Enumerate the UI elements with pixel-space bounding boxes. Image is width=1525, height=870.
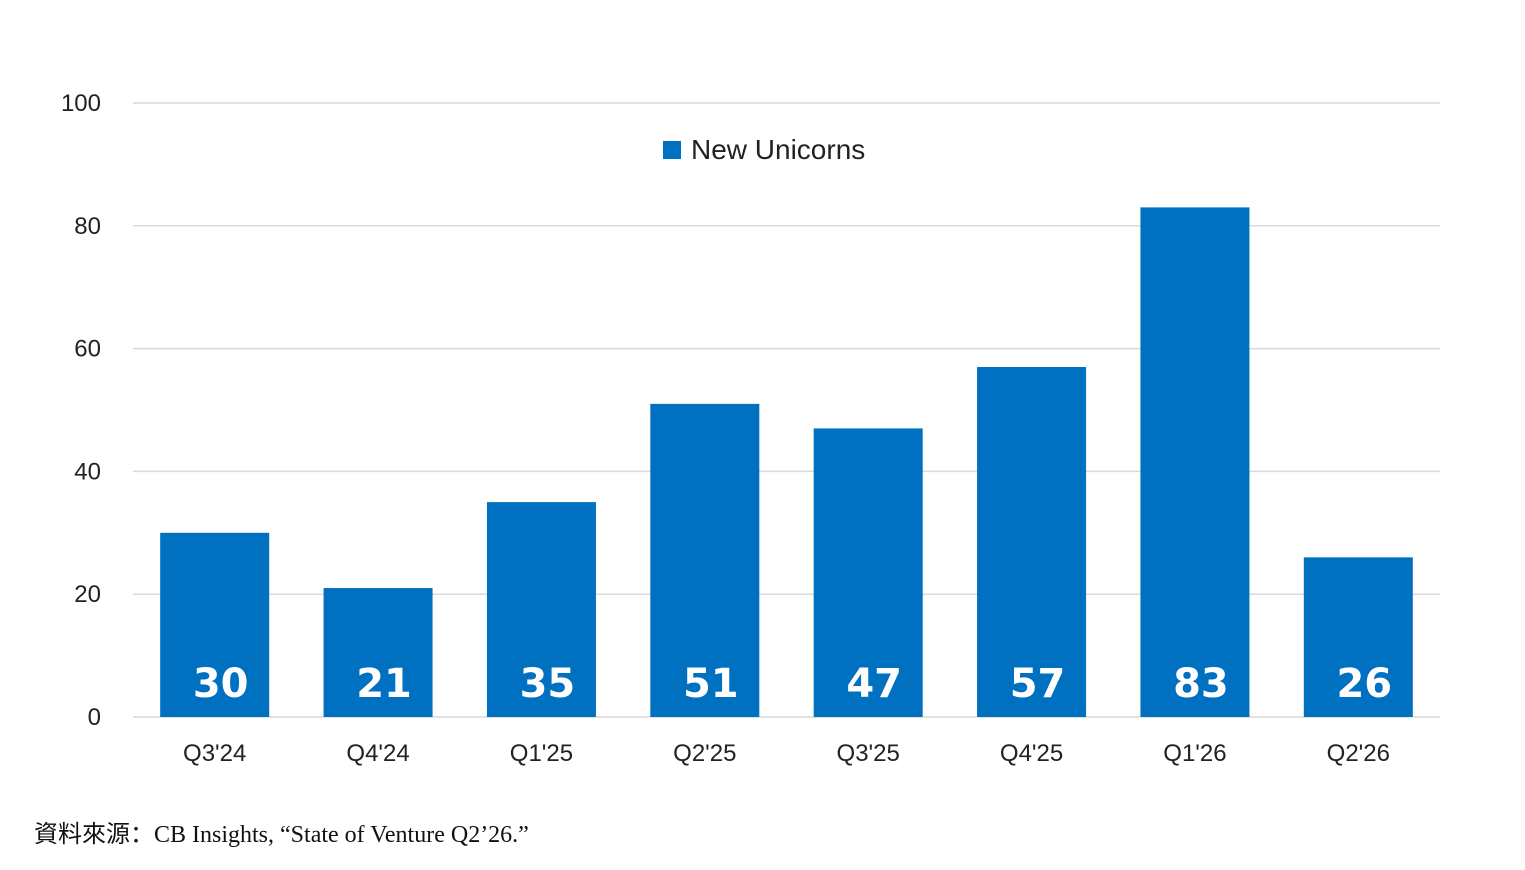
x-tick-label-5: Q4'25 — [1000, 740, 1063, 767]
y-tick-label-0: 0 — [88, 704, 101, 731]
bar-2 — [486, 502, 596, 717]
bar-0 — [160, 532, 270, 717]
y-tick-label-40: 40 — [74, 458, 101, 485]
x-axis-tick-labels: Q3'24 Q4'24 Q1'25 Q2'25 Q3'25 Q4'25 Q1'26 Q2'26 — [183, 740, 1390, 767]
y-tick-label-60: 60 — [74, 336, 101, 363]
x-tick-label-0: Q3'24 — [183, 740, 246, 767]
x-tick-label-3: Q2'25 — [673, 740, 736, 767]
data-label-3: 51 — [683, 661, 739, 707]
bar-1 — [323, 588, 433, 717]
bar-4 — [813, 428, 923, 717]
data-label-0: 30 — [193, 661, 249, 707]
source-note: 資料來源：CB Insights, “State of Venture Q2’2… — [34, 822, 529, 848]
bar-5 — [977, 367, 1087, 717]
y-tick-label-20: 20 — [74, 581, 101, 608]
legend-swatch-new-unicorns — [663, 141, 681, 159]
x-tick-label-2: Q1'25 — [510, 740, 573, 767]
bar-chart: 0 20 40 60 80 100 30 21 35 51 47 57 83 26 Q3'24 Q4'24… — [61, 90, 1440, 767]
data-label-6: 83 — [1173, 661, 1229, 707]
x-tick-label-4: Q3'25 — [837, 740, 900, 767]
bars: 30 21 35 51 47 57 83 26 — [160, 207, 1413, 717]
data-label-1: 21 — [356, 661, 412, 707]
data-label-7: 26 — [1336, 661, 1392, 707]
y-tick-label-80: 80 — [74, 213, 101, 240]
data-label-4: 47 — [846, 661, 902, 707]
bar-7 — [1303, 557, 1413, 717]
legend: New Unicorns — [663, 134, 865, 165]
x-tick-label-6: Q1'26 — [1163, 740, 1226, 767]
y-axis-tick-labels: 0 20 40 60 80 100 — [61, 90, 101, 731]
data-label-5: 57 — [1010, 661, 1066, 707]
y-tick-label-100: 100 — [61, 90, 101, 117]
x-tick-label-7: Q2'26 — [1327, 740, 1390, 767]
x-tick-label-1: Q4'24 — [346, 740, 409, 767]
bar-3 — [650, 403, 760, 717]
data-label-2: 35 — [520, 661, 576, 707]
bar-6 — [1140, 207, 1250, 717]
legend-label-new-unicorns: New Unicorns — [691, 134, 865, 165]
